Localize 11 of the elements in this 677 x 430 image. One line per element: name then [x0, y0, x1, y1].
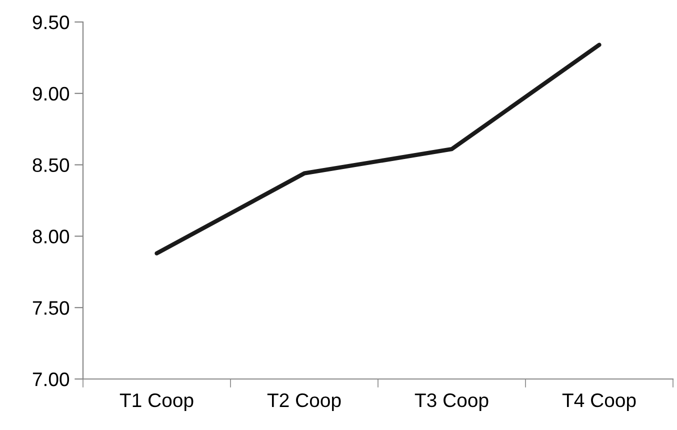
y-tick-label: 7.50: [32, 301, 70, 315]
y-tick-label: 9.00: [32, 86, 70, 101]
line-series: [154, 42, 602, 256]
y-tick-label: 8.00: [32, 230, 70, 244]
y-tick-label: 9.50: [32, 15, 70, 30]
x-tick-label: T4 Coop: [562, 393, 636, 412]
y-tick-label: 7.00: [32, 372, 70, 386]
y-tick-label: 8.50: [32, 158, 70, 172]
x-tick-label: T2 Coop: [267, 393, 341, 412]
x-tick-label: T1 Coop: [120, 393, 194, 412]
x-tick-label: T3 Coop: [414, 393, 488, 412]
